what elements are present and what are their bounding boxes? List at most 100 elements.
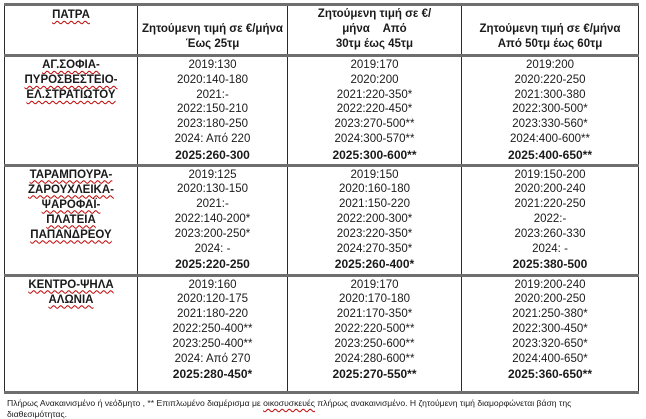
area-name-line: ΕΛ.ΣΤΡΑΤΙΩΤΟΥ <box>7 88 135 103</box>
area-name-cell: ΑΓ.ΣΟΦΙΑ- ΠΥΡΟΣΒΕΣΤΕΙΟ- ΕΛ.ΣΤΡΑΤΙΩΤΟΥ <box>4 54 138 167</box>
price-history-cell: 2019:150 2020:160-180 2021:150-220 2022:200… <box>287 163 462 277</box>
price-line: 2024:300-570** <box>334 132 415 145</box>
column-header-line-2: Έως 25τμ <box>185 38 240 50</box>
price-line: 2022:250-400** <box>172 322 253 335</box>
price-line: 2020:200-240 <box>514 183 586 196</box>
price-history-cell: 2019:160 2020:120-175 2021:180-220 2022:250… <box>137 273 288 394</box>
price-line: 2021:220-350* <box>336 88 413 101</box>
footnote-text-part2: πλήρως ανακαινισμένο. Η ζητούμενη τιμή δ… <box>7 398 572 419</box>
price-line: 2025:220-250 <box>175 257 250 272</box>
price-line: 2020:170-180 <box>339 293 410 306</box>
price-line: 2020:140-180 <box>177 73 248 86</box>
price-line: 2021:250-380* <box>512 308 588 321</box>
price-line: 2019:125 <box>188 168 237 181</box>
price-line: 2025:380-500 <box>512 257 588 272</box>
footnote-misspelled-word: οικοσυσκευές <box>263 398 315 408</box>
price-line: 2020:160-180 <box>339 183 410 196</box>
price-history-cell: 2019:150-200 2020:200-240 2021:220-250 2022… <box>461 163 639 277</box>
price-line: 2024: - <box>532 242 568 255</box>
region-header-cell: ΠΑΤΡΑ <box>4 3 138 57</box>
price-line: 2020:130-150 <box>177 183 248 196</box>
price-line: 2022:150-210 <box>177 103 248 116</box>
price-line: 2019:150 <box>350 168 399 181</box>
price-line: 2023:320-650* <box>512 337 588 350</box>
area-name-line: ΚΕΝΤΡΟ-ΨΗΛΑ ΑΛΩΝΙΑ <box>7 278 135 308</box>
price-line: 2019:130 <box>188 59 237 71</box>
price-line: 2023:260-330 <box>514 227 586 240</box>
price-line: 2023:250-600** <box>334 337 415 350</box>
area-name-text: ΑΓ.ΣΟΦΙΑ- <box>42 59 100 71</box>
price-line: 2025:400-650** <box>507 147 593 162</box>
price-line: 2021:220-250 <box>514 198 586 211</box>
region-title: ΠΑΤΡΑ <box>52 9 90 21</box>
column-header-upto-25sqm: Ζητούμενη τιμή σε €/μήνα Έως 25τμ <box>137 3 288 57</box>
price-line: 2019:150-200 <box>514 168 586 181</box>
column-header-line-1: Ζητούμενη τιμή σε €/μήνα <box>142 23 283 35</box>
header-row: ΠΑΤΡΑ Ζητούμενη τιμή σε €/μήνα Έως 25τμ … <box>4 3 639 57</box>
price-line: 2024:270-350* <box>336 242 413 255</box>
table-row: ΤΑΡΑΜΠΟΥΡΑ- ΖΑΡΟΥΧΛΕΙΚΑ-ΨΑΡΟΦΑΪ- ΠΛΑΤΕΙΑ Π… <box>4 163 639 277</box>
price-line: 2019:200 <box>526 59 574 71</box>
price-history-cell: 2019:170 2020:170-180 2021:170-350* 2022:22… <box>287 273 462 394</box>
price-line: 2022:300-450* <box>512 322 588 335</box>
area-name-cell: ΚΕΝΤΡΟ-ΨΗΛΑ ΑΛΩΝΙΑ <box>4 273 138 394</box>
column-header-30-45sqm: Ζητούμενη τιμή σε €/μήνα Από 30τμ έως 45… <box>287 3 462 57</box>
price-line: 2025:360-650** <box>507 367 593 382</box>
footnote: Πλήρως Ανακαινισμένο ή νεόδμητο , ** Επι… <box>7 398 607 419</box>
price-line: 2021:300-380 <box>514 88 586 101</box>
area-name-line: ΠΥΡΟΣΒΕΣΤΕΙΟ- <box>7 73 135 88</box>
price-line: 2020:200-250 <box>514 293 586 306</box>
price-line: 2025:260-300 <box>175 147 250 162</box>
price-history-cell: 2019:125 2020:130-150 2021:- 2022:140-200* 2… <box>137 163 288 277</box>
price-line: 2023:330-560* <box>512 118 588 131</box>
price-line: 2021:180-220 <box>177 308 248 321</box>
table-row: ΑΓ.ΣΟΦΙΑ- ΠΥΡΟΣΒΕΣΤΕΙΟ- ΕΛ.ΣΤΡΑΤΙΩΤΟΥ 2019:… <box>4 54 639 167</box>
area-name-line: ΠΛΑΤΕΙΑ ΠΑΠΑΝΔΡΕΟΥ <box>7 213 135 243</box>
column-header-line-2: 30τμ έως 45τμ <box>335 38 414 50</box>
price-line: 2024: Από 270 <box>174 352 251 365</box>
area-name-text: ΠΛΑΤΕΙΑ ΠΑΠΑΝΔΡΕΟΥ <box>30 213 112 241</box>
price-line: 2019:170 <box>350 59 399 71</box>
price-history-cell: 2019:170 2020:200 2021:220-350* 2022:220-45… <box>287 54 462 167</box>
price-history-cell: 2019:200-240 2020:200-250 2021:250-380* 202… <box>461 273 639 394</box>
price-line: 2022:220-450* <box>336 103 413 116</box>
price-line: 2024:280-600** <box>334 352 415 365</box>
area-name-text: ΠΥΡΟΣΒΕΣΤΕΙΟ- <box>24 74 118 86</box>
price-line: 2025:300-600** <box>332 147 417 162</box>
price-line: 2021:- <box>196 198 229 211</box>
price-line: 2023:250-400** <box>172 337 253 350</box>
price-line: 2021:170-350* <box>336 308 413 321</box>
column-header-line-1: Ζητούμενη τιμή σε €/μήνα Από <box>317 8 432 35</box>
price-line: 2022:300-500* <box>512 103 588 116</box>
area-name-text: ΚΕΝΤΡΟ-ΨΗΛΑ ΑΛΩΝΙΑ <box>28 278 114 306</box>
price-line: 2020:120-175 <box>177 293 248 306</box>
price-line: 2023:270-500** <box>334 118 415 131</box>
column-header-line-2: Από 50τμ έως 60τμ <box>497 38 603 50</box>
price-line: 2024: - <box>194 242 231 255</box>
price-line: 2021:- <box>196 88 229 101</box>
price-line: 2023:180-250 <box>177 118 248 131</box>
area-name-line: ΤΑΡΑΜΠΟΥΡΑ- <box>7 168 135 183</box>
price-line: 2025:260-400* <box>334 257 415 272</box>
price-line: 2022:220-500** <box>334 322 415 335</box>
area-name-cell: ΤΑΡΑΜΠΟΥΡΑ- ΖΑΡΟΥΧΛΕΙΚΑ-ΨΑΡΟΦΑΪ- ΠΛΑΤΕΙΑ Π… <box>4 163 138 277</box>
price-line: 2023:220-350* <box>336 227 413 240</box>
price-line: 2024: Από 220 <box>174 132 251 145</box>
area-name-text: ΖΑΡΟΥΧΛΕΙΚΑ-ΨΑΡΟΦΑΪ- <box>28 183 114 211</box>
price-line: 2024:400-600** <box>510 132 590 145</box>
footnote-text-part1: Πλήρως Ανακαινισμένο ή νεόδμητο , ** Επι… <box>7 398 264 408</box>
price-line: 2022:200-300* <box>336 212 413 225</box>
price-line: 2021:150-220 <box>339 198 410 211</box>
price-line: 2023:200-250* <box>174 227 251 240</box>
column-header-line-1: Ζητούμενη τιμή σε €/μήνα <box>479 23 621 35</box>
area-name-text: ΕΛ.ΣΤΡΑΤΙΩΤΟΥ <box>26 89 116 101</box>
table-row: ΚΕΝΤΡΟ-ΨΗΛΑ ΑΛΩΝΙΑ 2019:160 2020:120-175 20… <box>4 273 639 394</box>
price-line: 2024:400-650* <box>512 352 588 365</box>
rent-price-table: ΠΑΤΡΑ Ζητούμενη τιμή σε €/μήνα Έως 25τμ … <box>4 3 639 394</box>
price-line: 2025:270-550** <box>332 367 417 382</box>
price-history-cell: 2019:130 2020:140-180 2021:- 2022:150-210 20… <box>137 54 288 167</box>
area-name-text: ΤΑΡΑΜΠΟΥΡΑ- <box>29 168 113 181</box>
price-line: 2020:220-250 <box>514 73 586 86</box>
price-line: 2019:200-240 <box>514 278 586 291</box>
